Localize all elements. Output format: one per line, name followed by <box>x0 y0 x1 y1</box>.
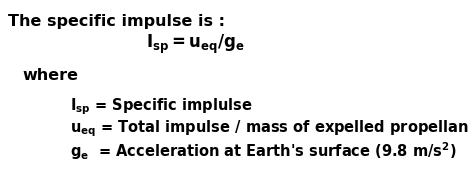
Text: where: where <box>22 68 78 84</box>
Text: $\mathbf{u_{eq}}$ = Total impulse / mass of expelled propellan: $\mathbf{u_{eq}}$ = Total impulse / mass… <box>70 119 469 139</box>
Text: $\mathbf{g_e}$  = Acceleration at Earth's surface (9.8 m/s$\mathbf{^2}$): $\mathbf{g_e}$ = Acceleration at Earth's… <box>70 140 456 162</box>
Text: The specific impulse is :: The specific impulse is : <box>8 14 225 29</box>
Text: $\mathbf{I_{sp}}$ = Specific implulse: $\mathbf{I_{sp}}$ = Specific implulse <box>70 97 253 117</box>
Text: $\mathbf{I_{sp} = u_{eq}/g_e}$: $\mathbf{I_{sp} = u_{eq}/g_e}$ <box>146 32 245 56</box>
